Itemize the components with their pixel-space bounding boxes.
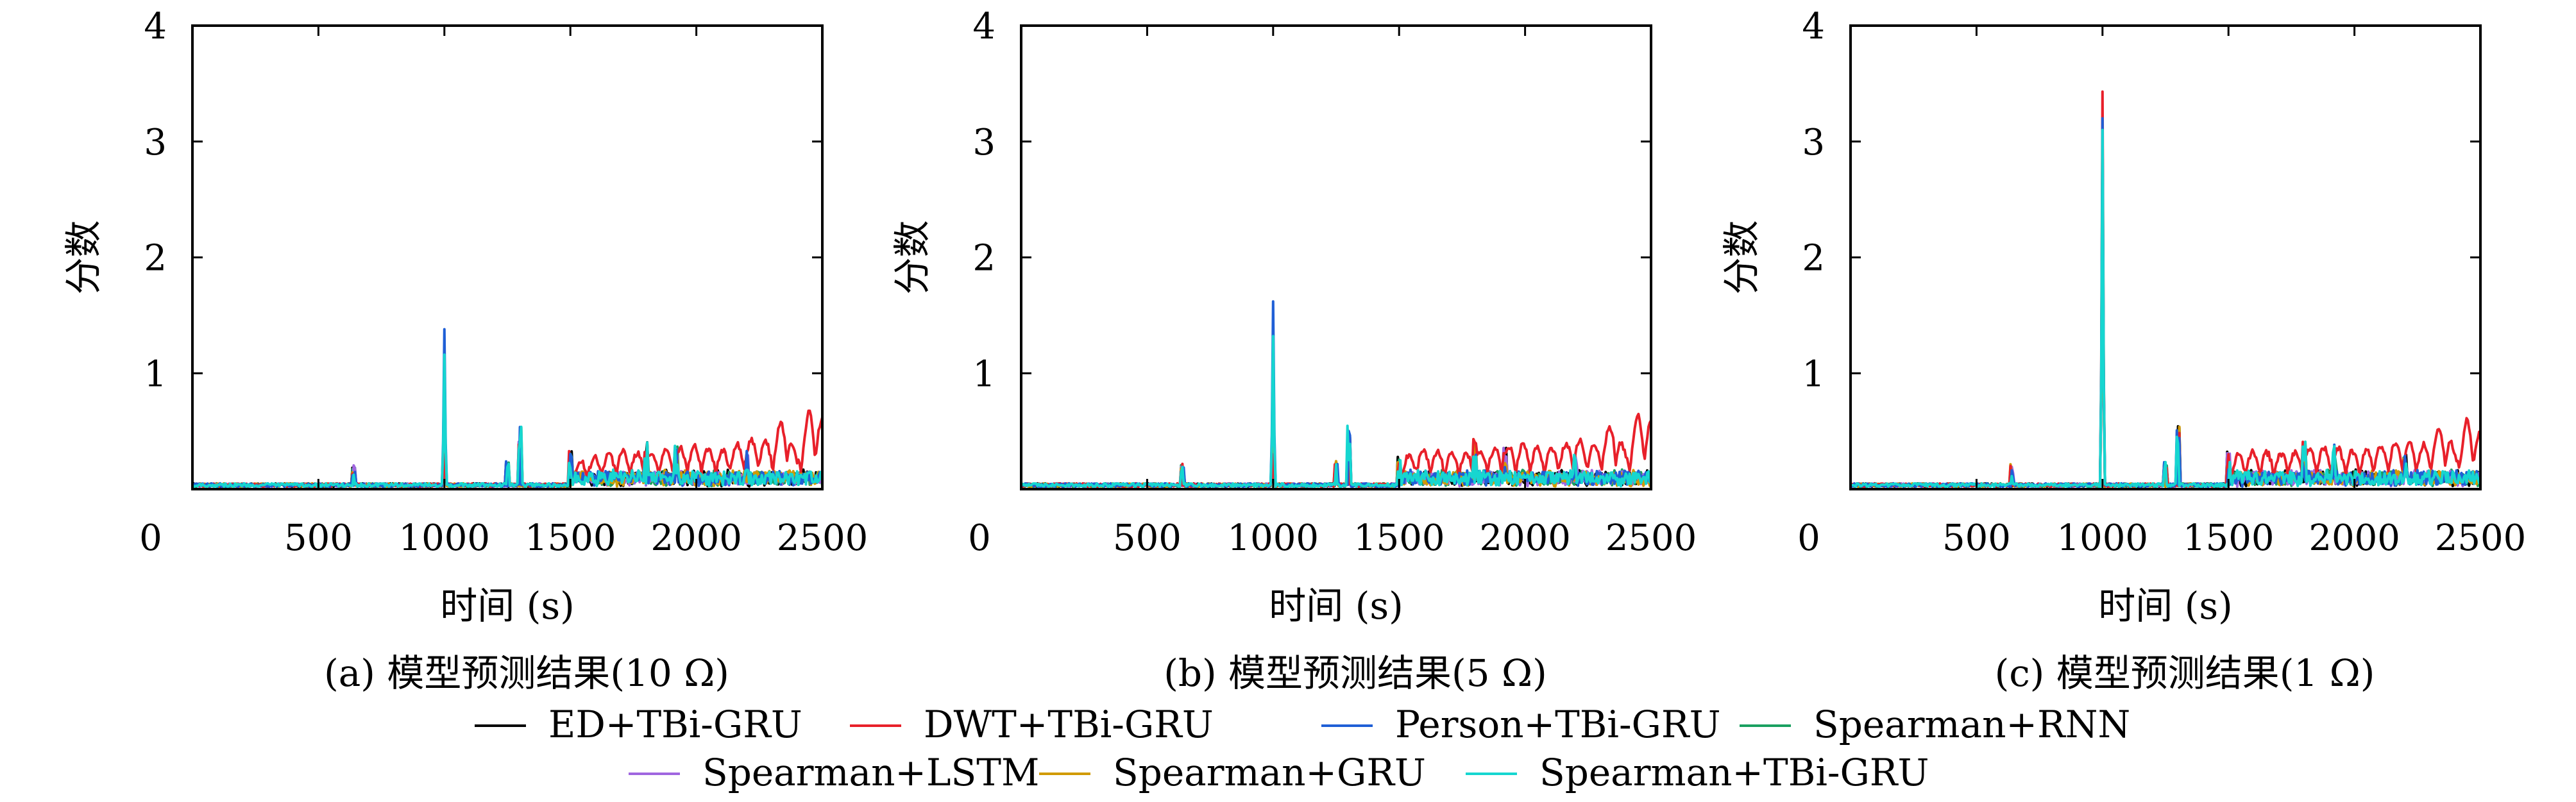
series-dwt-tbi-gru [1851,90,2480,489]
legend-label: Spearman+GRU [1113,751,1426,794]
series-spearman-tbi-gru [1021,335,1651,489]
y-axis-label: 分数 [1720,220,1763,294]
y-tick-label: 1 [144,353,167,395]
y-tick-label: 4 [1802,6,1825,47]
y-tick-label: 1 [972,353,996,395]
legend-item: Spearman+LSTM [629,751,1039,794]
legend-item: DWT+TBi-GRU [850,703,1214,746]
panel-caption: (a) 模型预测结果(10 Ω) [324,651,729,695]
x-axis-label: 时间 (s) [2098,584,2232,628]
legend-item: Spearman+GRU [1039,751,1426,794]
legend-label: Person+TBi-GRU [1395,703,1720,746]
series-spearman-gru [1851,163,2480,489]
x-axis-label: 时间 (s) [440,584,574,628]
legend: ED+TBi-GRU DWT+TBi-GRU Person+TBi-GRU Spear… [475,703,2130,794]
legend-label: Spearman+LSTM [702,751,1039,794]
x-tick-label: 2000 [1479,517,1571,559]
plot-frame [191,24,824,490]
x-tick-label: 2500 [2435,517,2527,559]
legend-label: Spearman+TBi-GRU [1539,751,1929,794]
y-tick-label: 2 [972,238,996,280]
series-person-tbi-gru [1851,117,2480,489]
series-spearman-tbi-gru [1851,128,2480,489]
panel-caption: (c) 模型预测结果(1 Ω) [1995,651,2375,695]
x-tick-label: 1500 [525,517,616,559]
x-axis-label: 时间 (s) [1269,584,1403,628]
y-tick-label: 2 [144,238,167,280]
y-axis-label: 分数 [890,220,934,294]
x-tick-label: 500 [284,517,353,559]
y-tick-label: 3 [972,122,996,163]
panel-caption: (b) 模型预测结果(5 Ω) [1164,651,1547,695]
x-tick-label: 2500 [777,517,869,559]
legend-item: Spearman+RNN [1740,703,2130,746]
series-spearman-lstm [1851,187,2480,489]
legend-label: Spearman+RNN [1813,703,2130,746]
series-ed-tbi-gru [1851,151,2480,489]
panel-3: 0 500 1000 1500 2000 2500 1 2 3 4 时间 (s) 分数 (c) 模型预测… [1720,6,2526,695]
x-tick-label: 2000 [2309,517,2400,559]
panel-1: 0 500 1000 1500 2000 2500 1 2 3 4 时间 (s) 分数 (a) 模型预测… [62,6,868,695]
x-tick-label: 0 [968,517,991,559]
y-tick-label: 3 [1802,122,1825,163]
panel-2: 0 500 1000 1500 2000 2500 1 2 3 4 时间 (s) 分数 (b) 模型预测… [890,6,1697,695]
plot-frame [1849,24,2482,490]
series-spearman-rnn [1851,175,2480,489]
y-axis-label: 分数 [62,220,105,294]
x-tick-label: 1500 [2183,517,2275,559]
plot-frame [1020,24,1652,490]
series-spearman-tbi-gru [192,353,822,489]
legend-item: Person+TBi-GRU [1321,703,1720,746]
x-tick-label: 2500 [1606,517,1697,559]
y-tick-label: 2 [1802,238,1825,280]
x-tick-label: 2000 [650,517,742,559]
y-tick-label: 4 [144,6,167,47]
legend-item: Spearman+TBi-GRU [1466,751,1929,794]
x-tick-label: 500 [1113,517,1182,559]
legend-item: ED+TBi-GRU [475,703,802,746]
y-tick-label: 1 [1802,353,1825,395]
x-tick-label: 1000 [399,517,491,559]
x-tick-label: 1000 [1228,517,1319,559]
y-tick-label: 3 [144,122,167,163]
y-tick-label: 4 [972,6,996,47]
x-tick-label: 1000 [2057,517,2149,559]
legend-label: DWT+TBi-GRU [924,703,1214,746]
x-tick-label: 0 [1797,517,1820,559]
legend-label: ED+TBi-GRU [548,703,802,746]
x-tick-label: 500 [1942,517,2011,559]
x-tick-label: 0 [139,517,162,559]
x-tick-label: 1500 [1353,517,1445,559]
